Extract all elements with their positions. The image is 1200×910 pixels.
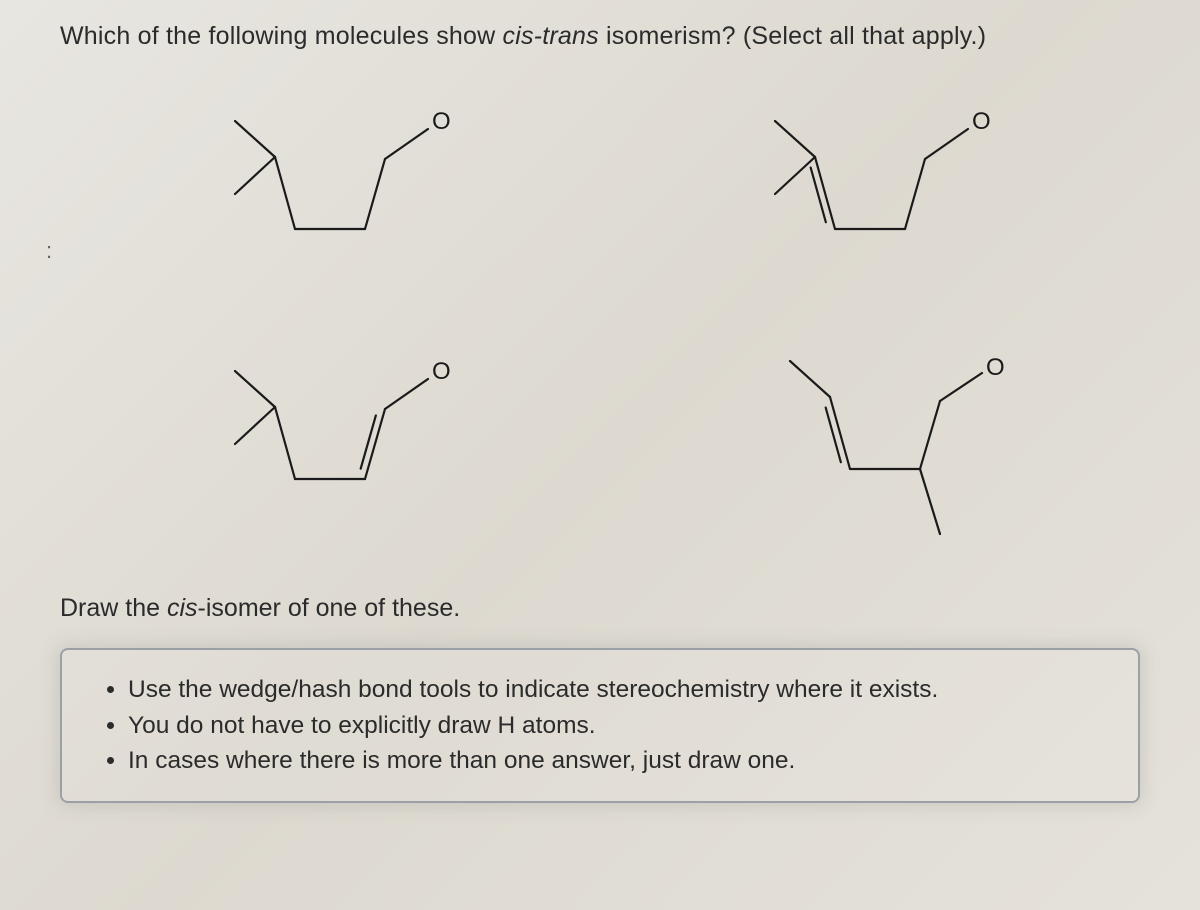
stray-colon: :: [46, 238, 52, 264]
molecule-b[interactable]: O: [620, 69, 1120, 309]
question-page: Which of the following molecules show ci…: [0, 0, 1200, 823]
question-text: Which of the following molecules show ci…: [60, 22, 1140, 51]
molecule-c[interactable]: O: [80, 319, 580, 559]
subprompt-ital: cis: [167, 594, 198, 622]
hint-item: You do not have to explicitly draw H ato…: [128, 708, 1120, 744]
subprompt-text: Draw the cis-isomer of one of these.: [60, 594, 1140, 623]
molecule-a[interactable]: O: [80, 69, 580, 309]
hint-item: In cases where there is more than one an…: [128, 743, 1120, 779]
svg-text:O: O: [986, 354, 1005, 381]
question-ital: cis-trans: [503, 22, 599, 50]
svg-text:O: O: [432, 108, 451, 135]
subprompt-prefix: Draw the: [60, 594, 167, 622]
subprompt-suffix: -isomer of one of these.: [198, 594, 461, 622]
hint-list: Use the wedge/hash bond tools to indicat…: [80, 672, 1120, 779]
hint-box: Use the wedge/hash bond tools to indicat…: [60, 648, 1140, 803]
question-suffix: isomerism? (Select all that apply.): [599, 22, 986, 50]
molecule-d[interactable]: O: [620, 319, 1120, 559]
svg-text:O: O: [432, 358, 451, 385]
question-prefix: Which of the following molecules show: [60, 22, 503, 50]
molecule-grid: O O O O: [80, 69, 1120, 559]
hint-item: Use the wedge/hash bond tools to indicat…: [128, 672, 1120, 708]
svg-text:O: O: [972, 108, 991, 135]
